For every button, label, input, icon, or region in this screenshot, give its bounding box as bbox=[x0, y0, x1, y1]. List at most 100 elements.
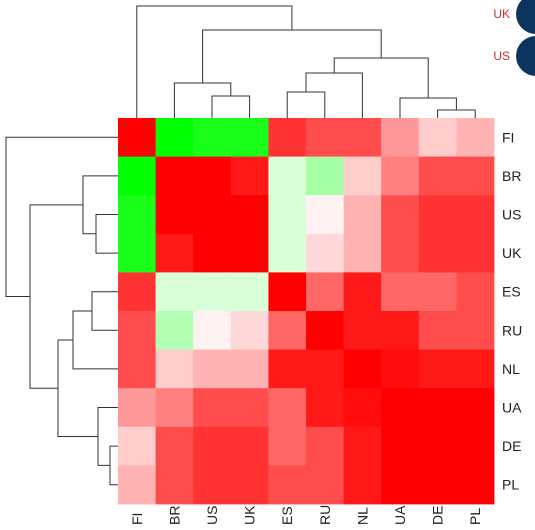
cell-pl-nl bbox=[343, 465, 382, 505]
col-link-mid bbox=[202, 29, 382, 83]
cell-uk-de bbox=[418, 233, 457, 273]
column-dendrogram bbox=[136, 5, 476, 118]
row-link-root bbox=[5, 136, 118, 298]
cell-br-ua bbox=[381, 156, 420, 196]
col-link-br bbox=[173, 82, 232, 118]
cell-br-us bbox=[193, 156, 232, 196]
cell-br-nl bbox=[343, 156, 382, 196]
cell-ru-pl bbox=[456, 311, 495, 350]
col-label-ru: RU bbox=[317, 505, 333, 525]
cell-uk-pl bbox=[456, 233, 495, 273]
row-label-es: ES bbox=[502, 284, 521, 300]
col-link-de-pl bbox=[437, 109, 476, 118]
cell-uk-uk bbox=[230, 233, 269, 273]
cell-uk-nl bbox=[343, 233, 382, 273]
row-label-fi: FI bbox=[502, 129, 514, 145]
cell-nl-nl bbox=[343, 349, 382, 389]
cell-us-us bbox=[193, 195, 232, 235]
cell-pl-ru bbox=[306, 465, 344, 505]
cell-ru-us bbox=[193, 311, 232, 350]
cell-uk-ru bbox=[306, 233, 344, 273]
cell-fi-ru bbox=[306, 118, 344, 157]
side-legend-label-us: US bbox=[493, 49, 510, 63]
cell-pl-br bbox=[155, 465, 194, 505]
cell-de-ru bbox=[306, 426, 344, 466]
cell-br-es bbox=[268, 156, 307, 196]
col-link-ua bbox=[399, 97, 457, 118]
cell-fi-fi bbox=[118, 118, 156, 157]
cell-us-ua bbox=[381, 195, 420, 235]
cell-br-de bbox=[418, 156, 457, 196]
cell-ru-ru bbox=[306, 311, 344, 350]
cell-ua-uk bbox=[230, 388, 269, 428]
col-label-es: ES bbox=[279, 506, 295, 525]
cell-es-fi bbox=[118, 272, 156, 312]
cell-de-de bbox=[418, 426, 457, 466]
cell-pl-es bbox=[268, 465, 307, 505]
cell-uk-br bbox=[155, 233, 194, 273]
cell-ua-br bbox=[155, 388, 194, 428]
cell-ua-fi bbox=[118, 388, 156, 428]
row-link-es-ru bbox=[91, 291, 118, 331]
cell-fi-us bbox=[193, 118, 232, 157]
cell-es-es bbox=[268, 272, 307, 312]
col-label-fi: FI bbox=[129, 513, 145, 525]
cell-uk-us bbox=[193, 233, 232, 273]
row-link-us-uk bbox=[95, 214, 118, 254]
cell-fi-es bbox=[268, 118, 307, 157]
cell-pl-ua bbox=[381, 465, 420, 505]
cell-es-br bbox=[155, 272, 194, 312]
cell-fi-de bbox=[418, 118, 457, 157]
cell-us-es bbox=[268, 195, 307, 235]
side-legend: UK US bbox=[493, 0, 535, 76]
cell-uk-fi bbox=[118, 233, 156, 273]
cell-fi-uk bbox=[230, 118, 269, 157]
cell-ua-nl bbox=[343, 388, 382, 428]
cell-ru-uk bbox=[230, 311, 269, 350]
col-label-pl: PL bbox=[467, 508, 483, 525]
cell-br-br bbox=[155, 156, 194, 196]
col-label-de: DE bbox=[430, 506, 446, 525]
cell-nl-es bbox=[268, 349, 307, 389]
cell-es-nl bbox=[343, 272, 382, 312]
cell-us-fi bbox=[118, 195, 156, 235]
col-label-ua: UA bbox=[392, 505, 408, 525]
heatmap-cells bbox=[118, 118, 495, 505]
col-link-east bbox=[333, 57, 429, 98]
cell-us-pl bbox=[456, 195, 495, 235]
row-link-de-pl bbox=[109, 445, 118, 486]
cell-de-us bbox=[193, 426, 232, 466]
side-legend-marker-us bbox=[516, 36, 535, 76]
cell-es-de bbox=[418, 272, 457, 312]
col-label-nl: NL bbox=[354, 507, 370, 525]
cell-nl-ua bbox=[381, 349, 420, 389]
row-labels: FI BR US UK ES RU NL UA DE PL bbox=[502, 129, 522, 492]
cell-ru-es bbox=[268, 311, 307, 350]
cell-es-ua bbox=[381, 272, 420, 312]
cell-de-fi bbox=[118, 426, 156, 466]
cell-uk-ua bbox=[381, 233, 420, 273]
cell-ua-ru bbox=[306, 388, 344, 428]
cell-us-ru bbox=[306, 195, 344, 235]
cell-ua-de bbox=[418, 388, 457, 428]
row-label-de: DE bbox=[502, 438, 521, 454]
cell-es-uk bbox=[230, 272, 269, 312]
col-label-us: US bbox=[204, 506, 220, 525]
side-legend-label-uk: UK bbox=[493, 7, 510, 21]
row-label-uk: UK bbox=[502, 245, 522, 261]
col-link-es-ru bbox=[286, 91, 326, 118]
row-link-br bbox=[82, 175, 118, 235]
row-label-pl: PL bbox=[502, 477, 519, 493]
cell-nl-fi bbox=[118, 349, 156, 389]
cell-ru-br bbox=[155, 311, 194, 350]
cell-fi-pl bbox=[456, 118, 495, 157]
cell-es-pl bbox=[456, 272, 495, 312]
cell-ru-nl bbox=[343, 311, 382, 350]
row-label-ua: UA bbox=[502, 400, 522, 416]
cell-de-nl bbox=[343, 426, 382, 466]
cell-us-nl bbox=[343, 195, 382, 235]
col-link-nl bbox=[305, 72, 363, 118]
cell-de-br bbox=[155, 426, 194, 466]
cell-br-ru bbox=[306, 156, 344, 196]
